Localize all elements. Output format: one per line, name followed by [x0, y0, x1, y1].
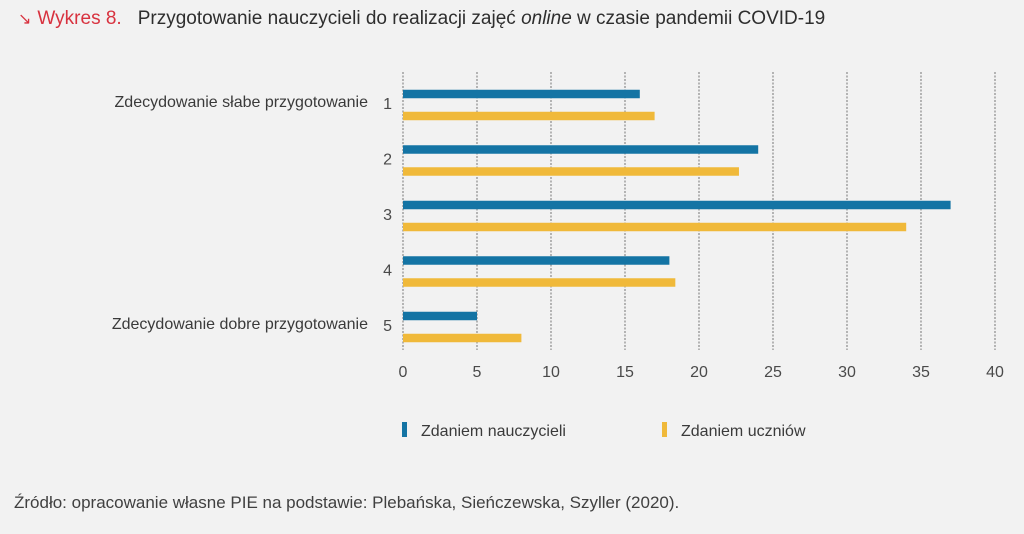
x-tick-label: 35 [912, 364, 930, 381]
bar-teachers-2 [403, 145, 759, 154]
x-tick-label: 10 [542, 364, 560, 381]
legend-label: Zdaniem uczniów [681, 423, 806, 440]
x-tick-label: 20 [690, 364, 708, 381]
legend-swatch [662, 422, 667, 437]
bar-teachers-5 [403, 311, 477, 321]
y-tick-label: 5 [383, 318, 392, 335]
x-tick-label: 5 [473, 364, 482, 381]
title-part-2: w czasie pandemii COVID-19 [571, 8, 826, 29]
x-tick-label: 0 [399, 364, 408, 381]
arrow-down-right-icon: ↘ [18, 11, 32, 28]
bar-students-1 [403, 111, 655, 121]
chart-title: ↘ Wykres 8. Przygotowanie nauczycieli do r… [18, 8, 825, 30]
bar-students-2 [403, 167, 739, 176]
legend-swatch [402, 422, 407, 437]
bar-students-4 [403, 278, 676, 287]
figure-number: Wykres 8. [37, 8, 122, 29]
title-italic: online [521, 8, 572, 29]
bar-students-3 [403, 222, 907, 232]
y-tick-label: 3 [383, 207, 392, 224]
bar-teachers-1 [403, 89, 640, 99]
bar-teachers-3 [403, 200, 951, 210]
category-annotation: Zdecydowanie słabe przygotowanie [115, 94, 369, 111]
y-tick-label: 4 [383, 263, 392, 280]
source-note: Źródło: opracowanie własne PIE na podsta… [14, 493, 680, 512]
x-tick-label: 40 [986, 364, 1004, 381]
x-tick-label: 30 [838, 364, 856, 381]
legend-label: Zdaniem nauczycieli [421, 423, 566, 440]
bar-students-5 [403, 333, 522, 343]
x-tick-label: 15 [616, 364, 634, 381]
title-part-1: Przygotowanie nauczycieli do realizacji … [137, 8, 522, 29]
category-annotation: Zdecydowanie dobre przygotowanie [112, 316, 368, 333]
title-text: Przygotowanie nauczycieli do realizacji … [138, 8, 826, 29]
y-tick-label: 1 [383, 96, 392, 113]
y-tick-label: 2 [383, 152, 392, 169]
bar-teachers-4 [403, 256, 670, 265]
x-tick-label: 25 [764, 364, 782, 381]
